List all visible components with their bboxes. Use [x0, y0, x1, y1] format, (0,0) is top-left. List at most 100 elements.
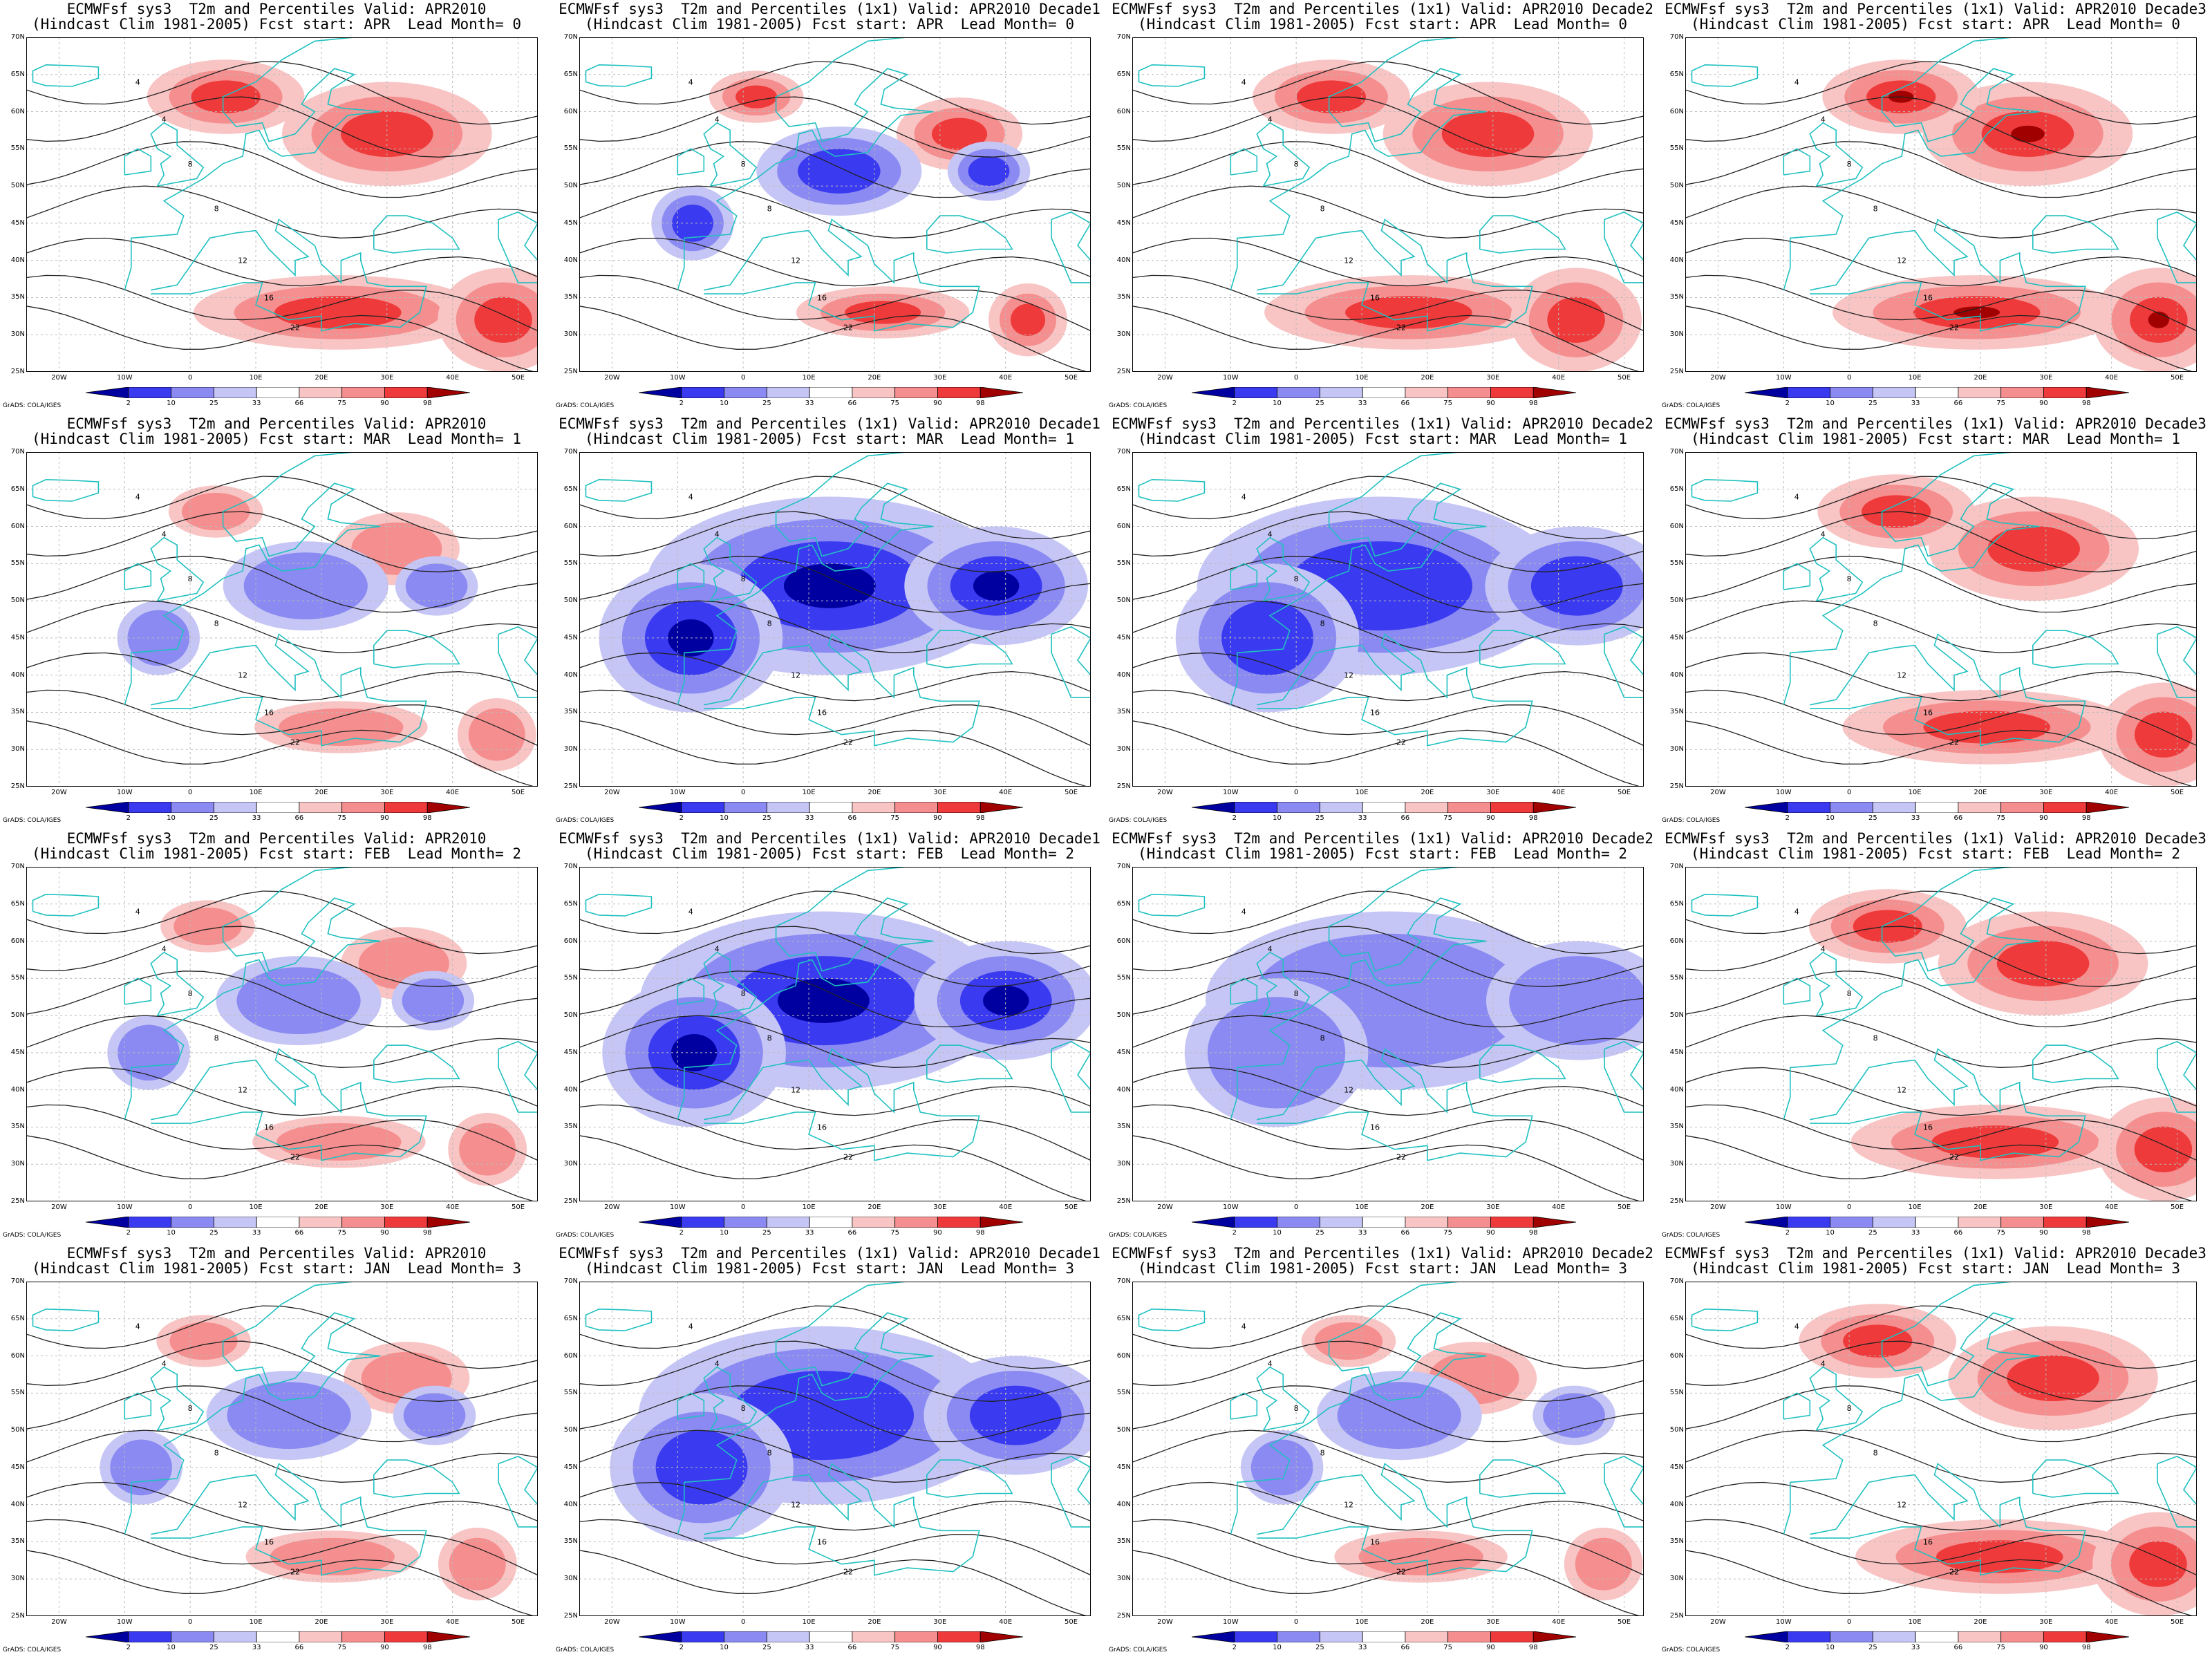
latitude-label: 40N: [1116, 1500, 1131, 1508]
colorbar-label: 90: [2039, 814, 2048, 822]
longitude-label: 10W: [1222, 1618, 1239, 1626]
coastline: [1783, 452, 2040, 705]
isotherm-line: [1685, 1481, 2197, 1531]
coastline: [124, 867, 381, 1120]
latitude-label: 35N: [10, 1123, 25, 1131]
colorbar-label: 10: [1826, 814, 1835, 822]
colorbar-label: 90: [1486, 1229, 1495, 1237]
longitude-label: 10W: [1775, 789, 1792, 796]
isotherm-label: 16: [817, 1537, 827, 1546]
percentile-shading: [735, 85, 778, 109]
longitude-label: 20W: [51, 374, 67, 382]
latitude-label: 45N: [563, 633, 578, 641]
longitude-label: 20E: [1421, 374, 1434, 382]
percentile-colorbar: [1192, 802, 1576, 813]
isotherm-line: [26, 1481, 538, 1531]
colorbar-swatch: [937, 1631, 981, 1642]
percentile-shading: [671, 1034, 718, 1071]
colorbar-swatch: [1234, 802, 1277, 813]
isotherm-line: [26, 1135, 536, 1201]
colorbar-label: 98: [2081, 814, 2091, 822]
grads-credit: GrADS: COLA/IGES: [3, 817, 62, 824]
longitude-label: 20E: [1421, 1618, 1434, 1626]
coastline: [585, 1308, 653, 1331]
panel-title-line1: ECMWFsf sys3 T2m and Percentiles Valid: …: [66, 415, 487, 432]
grads-credit: GrADS: COLA/IGES: [3, 1647, 62, 1653]
colorbar-label: 66: [294, 1644, 304, 1651]
colorbar-swatch: [1362, 387, 1406, 398]
colorbar-swatch: [2000, 1631, 2044, 1642]
longitude-label: 50E: [1065, 789, 1078, 796]
map-svg: 4 4 8 8 12 16 22: [26, 867, 538, 1201]
longitude-label: 40E: [1552, 1203, 1566, 1211]
colorbar-label: 75: [1443, 400, 1453, 407]
colorbar-label: 75: [890, 814, 900, 822]
colorbar-swatch: [2000, 802, 2044, 813]
colorbar-label: 33: [1911, 400, 1920, 407]
isotherm-line: [579, 1385, 1091, 1443]
longitude-label: 20E: [1974, 374, 1987, 382]
colorbar-swatch: [852, 1631, 896, 1642]
colorbar-swatch: [639, 387, 682, 398]
isotherm-line: [1685, 476, 2197, 540]
percentile-shading: [2011, 125, 2045, 142]
map-panel-5: ECMWFsf sys3 T2m and Percentiles Valid: …: [0, 415, 553, 830]
percentile-shading: [279, 708, 404, 747]
isotherm-label: 4: [1794, 908, 1799, 917]
isotherm-label: 8: [1847, 1404, 1852, 1413]
longitude-label: 10E: [802, 374, 816, 382]
isotherm-label: 8: [188, 989, 193, 998]
percentile-shading: [1530, 556, 1623, 616]
latitude-label: 35N: [1116, 1537, 1131, 1546]
latitude-label: 40N: [10, 256, 25, 264]
coastline: [498, 211, 538, 283]
map-plot-area: 4 4 8 8 12 16 22: [1685, 452, 2197, 787]
colorbar-swatch: [852, 1217, 896, 1228]
latitude-label: 35N: [10, 708, 25, 716]
coastline: [2032, 1044, 2119, 1083]
colorbar-swatch: [1958, 387, 2002, 398]
colorbar-label: 10: [720, 1229, 729, 1237]
grads-credit: GrADS: COLA/IGES: [1109, 402, 1168, 409]
colorbar-swatch: [852, 802, 896, 813]
colorbar-swatch: [213, 1631, 257, 1642]
colorbar-swatch: [1405, 387, 1449, 398]
isotherm-label: 22: [1396, 1567, 1406, 1576]
isotherm-line: [26, 1430, 538, 1483]
isotherm-line: [1685, 237, 2197, 287]
colorbar-label: 66: [1953, 400, 1963, 407]
coastline: [704, 218, 980, 332]
isotherm-line: [1132, 476, 1644, 540]
latitude-label: 45N: [563, 218, 578, 227]
latitude-label: 55N: [10, 1389, 25, 1397]
map-svg: 4 4 8 8 12 16 22: [579, 1282, 1091, 1616]
colorbar-swatch: [1490, 1631, 1534, 1642]
isotherm-label: 4: [1268, 1359, 1273, 1368]
panel-title-line1: ECMWFsf sys3 T2m and Percentiles Valid: …: [66, 1, 487, 17]
isotherm-line: [1132, 1481, 1644, 1531]
percentile-shading: [274, 296, 402, 329]
coastline: [124, 452, 381, 705]
latitude-label: 25N: [563, 368, 578, 375]
coastline: [1691, 478, 1759, 502]
coastline: [2157, 211, 2197, 283]
coastline: [677, 452, 934, 705]
longitude-label: 10E: [1908, 1618, 1922, 1626]
isotherm-line: [579, 720, 1089, 787]
isotherm-label: 4: [1821, 944, 1826, 953]
latitude-label: 50N: [10, 1011, 25, 1020]
longitude-label: 50E: [1618, 1203, 1631, 1211]
colorbar-label: 10: [167, 1229, 176, 1237]
latitude-label: 45N: [1116, 1463, 1131, 1471]
isotherm-label: 4: [715, 944, 720, 953]
map-panel-1: ECMWFsf sys3 T2m and Percentiles Valid: …: [0, 0, 553, 415]
colorbar-swatch: [766, 802, 810, 813]
isotherm-line: [579, 1015, 1091, 1068]
colorbar-swatch: [1830, 802, 1873, 813]
coastline: [1809, 122, 1864, 187]
colorbar-label: 2: [1232, 1644, 1237, 1651]
latitude-label: 70N: [563, 1277, 578, 1285]
latitude-label: 65N: [1116, 1314, 1131, 1322]
isotherm-label: 4: [1268, 944, 1273, 953]
isotherm-line: [1132, 185, 1644, 238]
